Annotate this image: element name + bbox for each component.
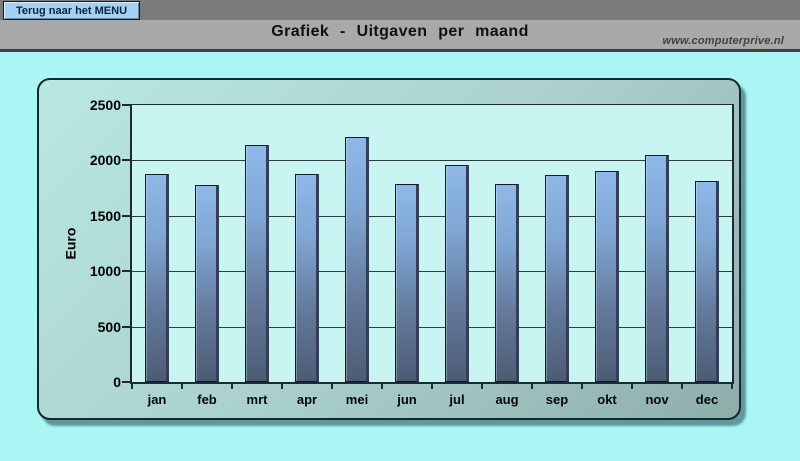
y-axis-tick: [122, 270, 130, 273]
bar: [345, 137, 369, 382]
bar: [295, 174, 319, 382]
bar: [545, 175, 569, 382]
header-top-bar: [0, 0, 800, 20]
x-tick-label: nov: [645, 392, 669, 407]
x-tick-label: mei: [345, 392, 369, 407]
x-tick-label: jan: [147, 392, 167, 407]
bar: [695, 181, 719, 382]
y-tick-label: 2500: [89, 97, 121, 113]
x-axis-tick: [481, 384, 483, 389]
back-to-menu-button[interactable]: Terug naar het MENU: [3, 1, 140, 20]
x-axis-tick: [731, 384, 733, 389]
x-axis-tick: [431, 384, 433, 389]
x-axis-tick: [581, 384, 583, 389]
x-tick-label: jun: [397, 392, 417, 407]
y-tick-label: 500: [97, 318, 121, 335]
x-axis-tick: [231, 384, 233, 389]
bar: [195, 185, 219, 382]
bar: [595, 171, 619, 382]
x-axis-tick: [131, 384, 133, 389]
x-tick-label: feb: [197, 392, 217, 407]
gridline: [132, 271, 732, 273]
y-axis-tick: [122, 381, 130, 383]
x-axis-tick: [531, 384, 533, 389]
gridline: [132, 326, 732, 328]
x-tick-label: okt: [597, 392, 617, 407]
x-tick-label: jul: [449, 392, 465, 407]
gridline: [132, 215, 732, 217]
x-axis-tick: [631, 384, 633, 389]
x-axis-tick: [381, 384, 383, 389]
bar: [445, 165, 469, 382]
page-title: Grafiek - Uitgaven per maand: [271, 23, 529, 40]
y-tick-label: 0: [113, 374, 121, 390]
x-tick-label: mrt: [246, 392, 268, 407]
y-tick-label: 1500: [89, 207, 121, 224]
y-tick-label: 1000: [89, 263, 121, 280]
website-link[interactable]: www.computerprive.nl: [662, 35, 784, 47]
x-tick-label: apr: [296, 392, 318, 407]
chart-panel: Euro 0 500 1000 1500 2000 2500 jan feb mrt apr mei…: [37, 78, 741, 420]
header-title-bar: [0, 20, 800, 49]
bar: [145, 174, 169, 382]
y-axis-tick: [122, 104, 130, 106]
x-tick-label: aug: [495, 392, 519, 407]
x-axis-tick: [181, 384, 183, 389]
bar: [395, 184, 419, 382]
x-tick-label: sep: [545, 392, 569, 407]
y-axis-tick: [122, 325, 130, 328]
x-axis-tick: [331, 384, 333, 389]
x-axis-tick: [281, 384, 283, 389]
plot-area: [130, 104, 734, 384]
bar: [495, 184, 519, 382]
x-tick-label: dec: [695, 392, 719, 407]
bar: [645, 155, 669, 382]
x-axis-tick: [681, 384, 683, 389]
header-separator: [0, 49, 800, 52]
y-axis-tick: [122, 214, 130, 217]
y-tick-label: 2000: [89, 152, 121, 169]
y-axis-tick: [122, 159, 130, 162]
bar: [245, 145, 269, 382]
gridline: [132, 160, 732, 162]
